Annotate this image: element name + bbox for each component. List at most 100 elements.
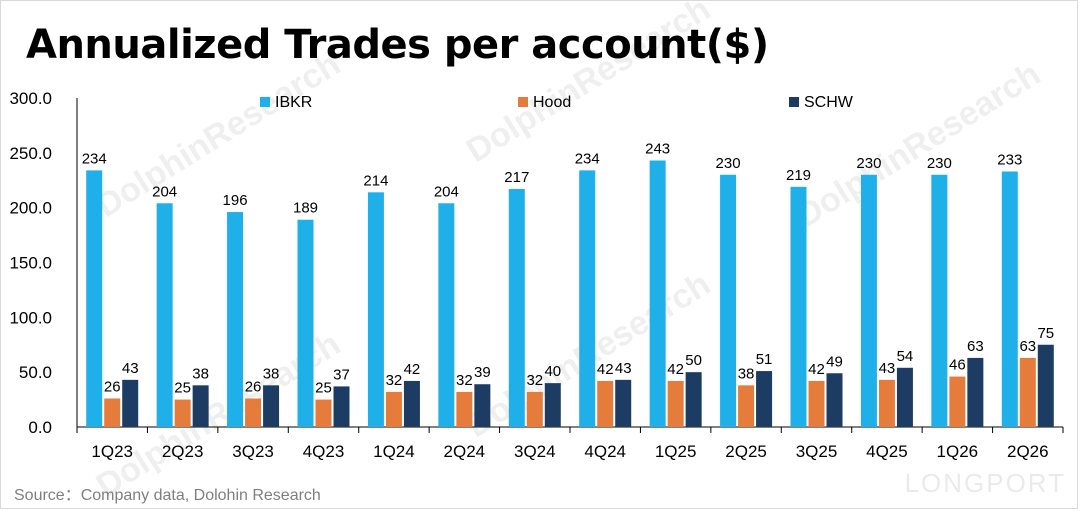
data-label-schw: 40 [544, 363, 561, 380]
bar-chart: 0.050.0100.0150.0200.0250.0300.023426431… [9, 89, 1064, 461]
data-label-hood: 26 [245, 378, 262, 395]
data-label-schw: 63 [967, 338, 984, 355]
bar-schw [544, 383, 561, 427]
bar-schw [1037, 344, 1054, 427]
y-tick-label: 150.0 [9, 254, 52, 273]
data-label-hood: 42 [667, 361, 684, 378]
bar-hood [245, 398, 262, 427]
data-label-schw: 51 [756, 351, 773, 368]
bar-ibkr [508, 189, 525, 427]
data-label-schw: 43 [615, 360, 632, 377]
x-tick-label: 1Q23 [91, 442, 133, 461]
x-tick-label: 2Q24 [444, 442, 486, 461]
x-tick-label: 3Q24 [514, 442, 556, 461]
data-label-schw: 49 [826, 353, 843, 370]
bar-schw [122, 379, 139, 427]
bar-schw [263, 385, 280, 427]
bar-hood [808, 380, 825, 427]
bar-ibkr [86, 170, 103, 427]
bar-ibkr [367, 192, 384, 427]
bar-schw [826, 373, 843, 427]
data-label-schw: 54 [897, 348, 914, 365]
data-label-hood: 43 [879, 360, 896, 377]
data-label-hood: 26 [104, 378, 121, 395]
bar-ibkr [227, 212, 244, 427]
x-tick-label: 2Q26 [1007, 442, 1049, 461]
data-label-schw: 38 [192, 365, 209, 382]
data-label-hood: 42 [597, 361, 614, 378]
data-label-ibkr: 196 [223, 192, 248, 209]
data-label-ibkr: 233 [997, 151, 1022, 168]
data-label-hood: 38 [738, 365, 755, 382]
data-label-ibkr: 204 [434, 183, 459, 200]
bar-hood [526, 391, 543, 427]
data-label-hood: 25 [315, 380, 332, 397]
y-tick-label: 100.0 [9, 308, 52, 327]
bar-schw [403, 380, 420, 427]
bar-ibkr [931, 174, 948, 427]
watermark-logo: LONGPORT [904, 468, 1066, 498]
bar-ibkr [860, 174, 877, 427]
bar-hood [1019, 357, 1036, 427]
legend-label-ibkr: IBKR [275, 94, 312, 111]
data-label-hood: 46 [949, 357, 966, 374]
legend-swatch-schw [789, 97, 799, 107]
legend-swatch-hood [518, 97, 528, 107]
bar-ibkr [579, 170, 596, 427]
bar-ibkr [1001, 171, 1018, 427]
data-label-ibkr: 204 [152, 183, 177, 200]
x-tick-label: 4Q25 [866, 442, 908, 461]
bar-schw [685, 372, 702, 427]
legend-swatch-ibkr [260, 97, 270, 107]
x-tick-label: 1Q25 [655, 442, 697, 461]
bar-schw [615, 379, 632, 427]
legend-label-hood: Hood [533, 94, 571, 111]
x-tick-label: 4Q24 [584, 442, 626, 461]
bar-schw [967, 357, 984, 427]
data-label-ibkr: 234 [575, 150, 600, 167]
data-label-schw: 50 [685, 352, 702, 369]
legend-label-schw: SCHW [804, 94, 854, 111]
data-label-schw: 39 [474, 364, 491, 381]
bar-hood [667, 380, 684, 427]
data-label-ibkr: 234 [82, 150, 107, 167]
bar-hood [174, 399, 191, 427]
bar-ibkr [720, 174, 737, 427]
y-tick-label: 200.0 [9, 199, 52, 218]
bar-schw [333, 386, 350, 427]
x-tick-label: 1Q26 [937, 442, 979, 461]
bar-schw [192, 385, 209, 427]
source-note: Source：Company data, Dolohin Research [14, 487, 321, 504]
data-label-ibkr: 214 [363, 172, 388, 189]
bar-hood [878, 379, 895, 427]
data-label-ibkr: 230 [716, 155, 741, 172]
bar-ibkr [790, 186, 807, 427]
bar-hood [949, 376, 966, 427]
data-label-ibkr: 189 [293, 200, 318, 217]
bar-hood [385, 391, 402, 427]
data-label-ibkr: 217 [504, 169, 529, 186]
bar-schw [896, 367, 913, 427]
bar-ibkr [649, 160, 666, 427]
x-tick-label: 3Q25 [796, 442, 838, 461]
data-label-hood: 32 [456, 372, 473, 389]
bar-hood [104, 398, 121, 427]
y-tick-label: 250.0 [9, 144, 52, 163]
bar-ibkr [438, 203, 455, 427]
bar-hood [315, 399, 332, 427]
bar-ibkr [297, 219, 314, 427]
bar-schw [474, 384, 491, 427]
data-label-ibkr: 219 [786, 167, 811, 184]
y-tick-label: 300.0 [9, 89, 52, 108]
bar-hood [456, 391, 473, 427]
data-label-hood: 32 [386, 372, 403, 389]
x-tick-label: 2Q25 [725, 442, 767, 461]
data-label-ibkr: 243 [645, 141, 670, 158]
data-label-ibkr: 230 [856, 155, 881, 172]
data-label-hood: 25 [174, 380, 191, 397]
data-label-hood: 32 [526, 372, 543, 389]
x-tick-label: 3Q23 [232, 442, 274, 461]
chart-title: Annualized Trades per account($) [26, 22, 769, 68]
data-label-schw: 75 [1037, 325, 1054, 342]
